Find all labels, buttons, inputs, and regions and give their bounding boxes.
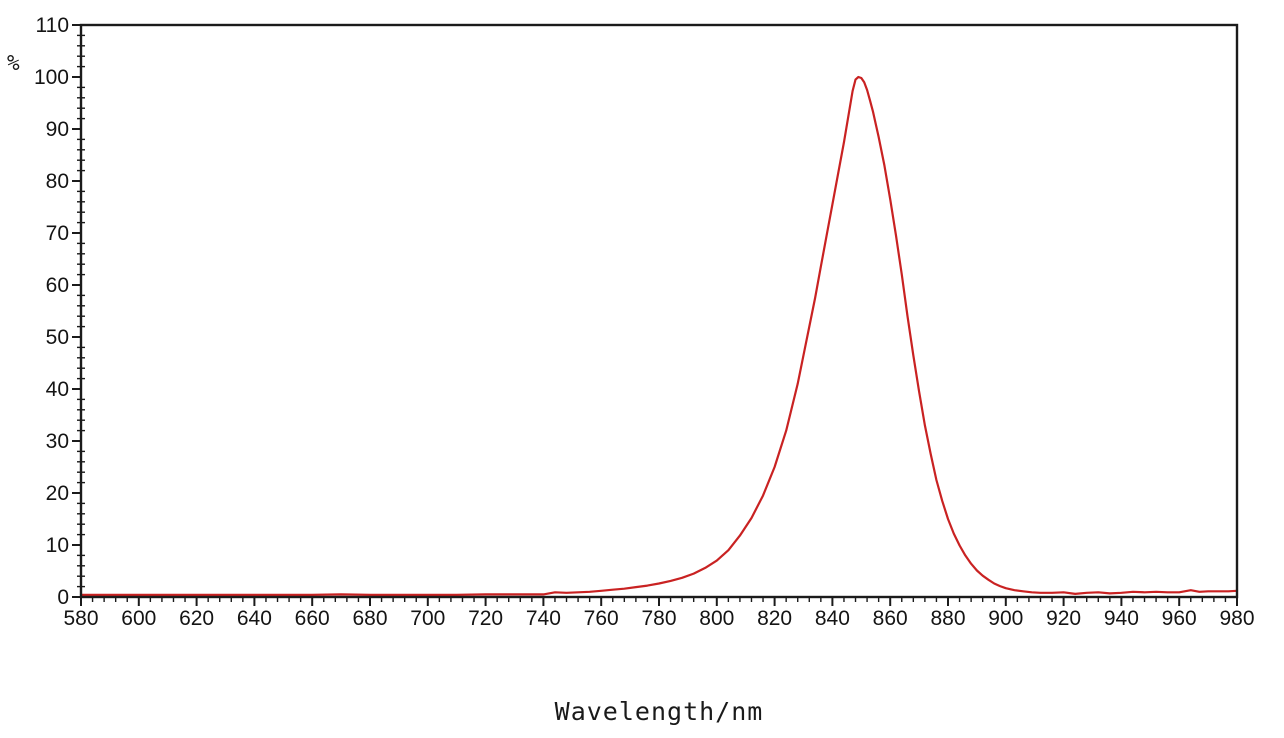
x-tick-label: 800 (699, 607, 734, 630)
plot-frame (79, 23, 1239, 599)
x-tick-label: 720 (468, 607, 503, 630)
x-tick-label: 920 (1046, 607, 1081, 630)
x-tick-label: 860 (873, 607, 908, 630)
emission-curve (79, 75, 1239, 597)
x-tick-label: 980 (1219, 607, 1254, 630)
y-tick-label: 80 (46, 170, 69, 193)
x-tick-label: 940 (1104, 607, 1139, 630)
y-tick-label: 20 (46, 482, 69, 505)
x-tick-label: 960 (1162, 607, 1197, 630)
y-tick-label: 50 (46, 326, 69, 349)
x-tick-label: 700 (410, 607, 445, 630)
y-tick-label: 100 (34, 66, 69, 89)
x-tick-label: 600 (121, 607, 156, 630)
x-tick-label: 580 (63, 607, 98, 630)
x-tick-label: 880 (930, 607, 965, 630)
y-tick-label: 110 (36, 14, 69, 37)
x-axis-title: Wavelength/nm (554, 697, 764, 726)
x-tick-label: 660 (295, 607, 330, 630)
y-tick-label: 70 (46, 222, 69, 245)
x-tick-label: 640 (237, 607, 272, 630)
x-tick-label: 780 (641, 607, 676, 630)
x-tick-label: 760 (584, 607, 619, 630)
x-tick-label: 620 (179, 607, 214, 630)
y-tick-label: 30 (46, 430, 69, 453)
x-tick-label: 840 (815, 607, 850, 630)
y-tick-label: 90 (46, 118, 69, 141)
y-tick-label: 10 (46, 534, 69, 557)
x-tick-label: 820 (757, 607, 792, 630)
y-tick-label: 0 (57, 586, 69, 609)
x-tick-label: 680 (352, 607, 387, 630)
y-tick-label: 60 (46, 274, 69, 297)
x-tick-label: 740 (526, 607, 561, 630)
x-tick-label: 900 (988, 607, 1023, 630)
y-tick-label: 40 (46, 378, 69, 401)
y-axis-unit-label: % (7, 51, 20, 75)
